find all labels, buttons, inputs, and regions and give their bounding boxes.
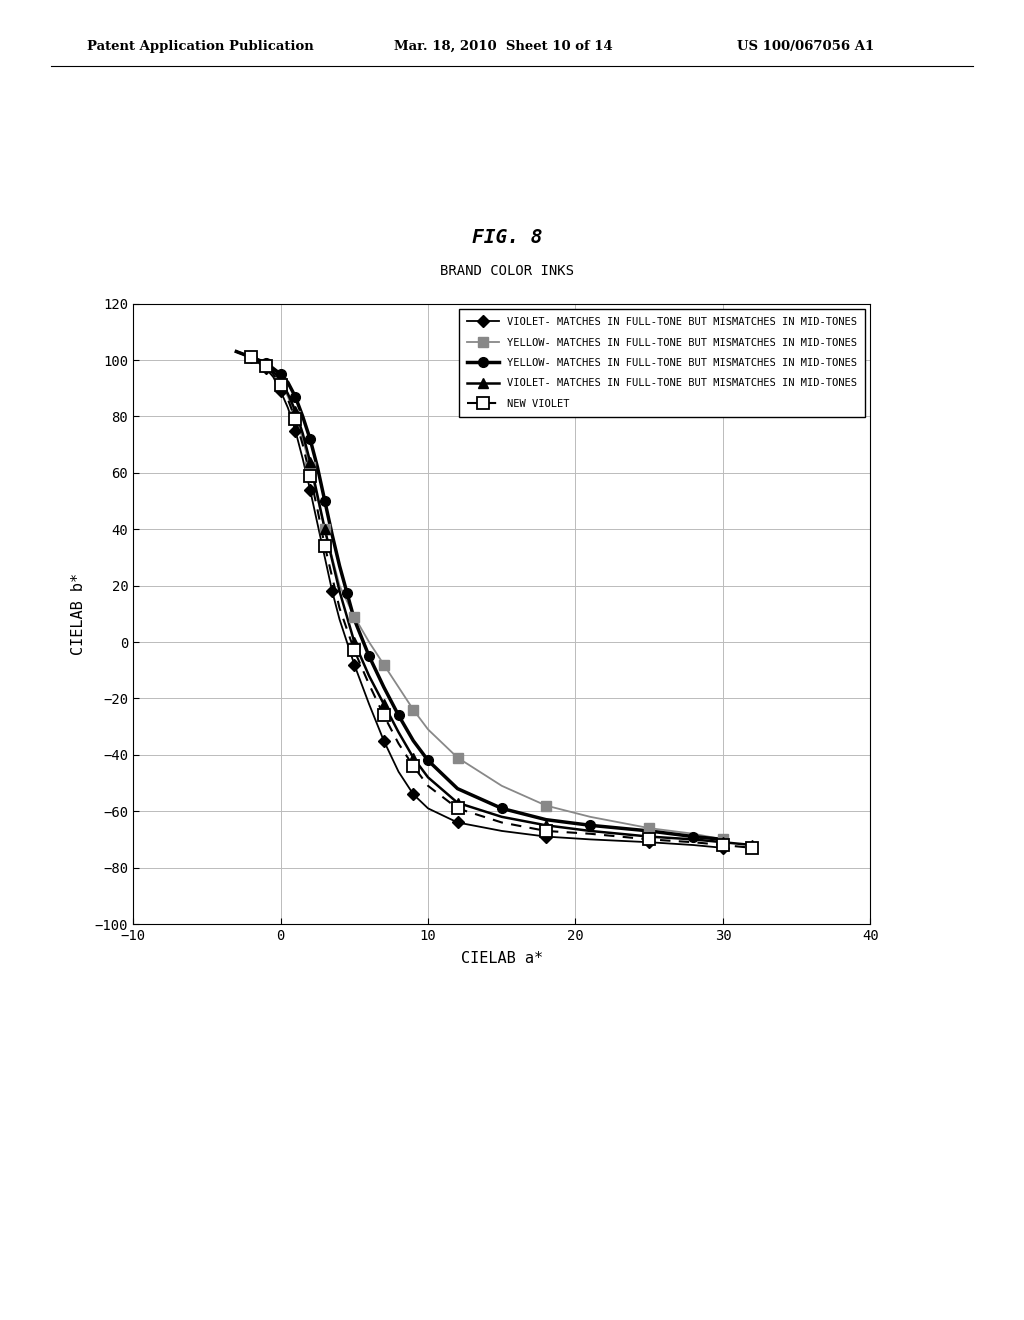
Text: Mar. 18, 2010  Sheet 10 of 14: Mar. 18, 2010 Sheet 10 of 14 [394, 40, 613, 53]
Text: BRAND COLOR INKS: BRAND COLOR INKS [440, 264, 573, 277]
Legend: VIOLET- MATCHES IN FULL-TONE BUT MISMATCHES IN MID-TONES, YELLOW- MATCHES IN FUL: VIOLET- MATCHES IN FULL-TONE BUT MISMATC… [459, 309, 865, 417]
Text: US 100/067056 A1: US 100/067056 A1 [737, 40, 874, 53]
Text: FIG. 8: FIG. 8 [472, 228, 542, 247]
Text: Patent Application Publication: Patent Application Publication [87, 40, 313, 53]
Y-axis label: CIELAB b*: CIELAB b* [72, 573, 86, 655]
X-axis label: CIELAB a*: CIELAB a* [461, 952, 543, 966]
